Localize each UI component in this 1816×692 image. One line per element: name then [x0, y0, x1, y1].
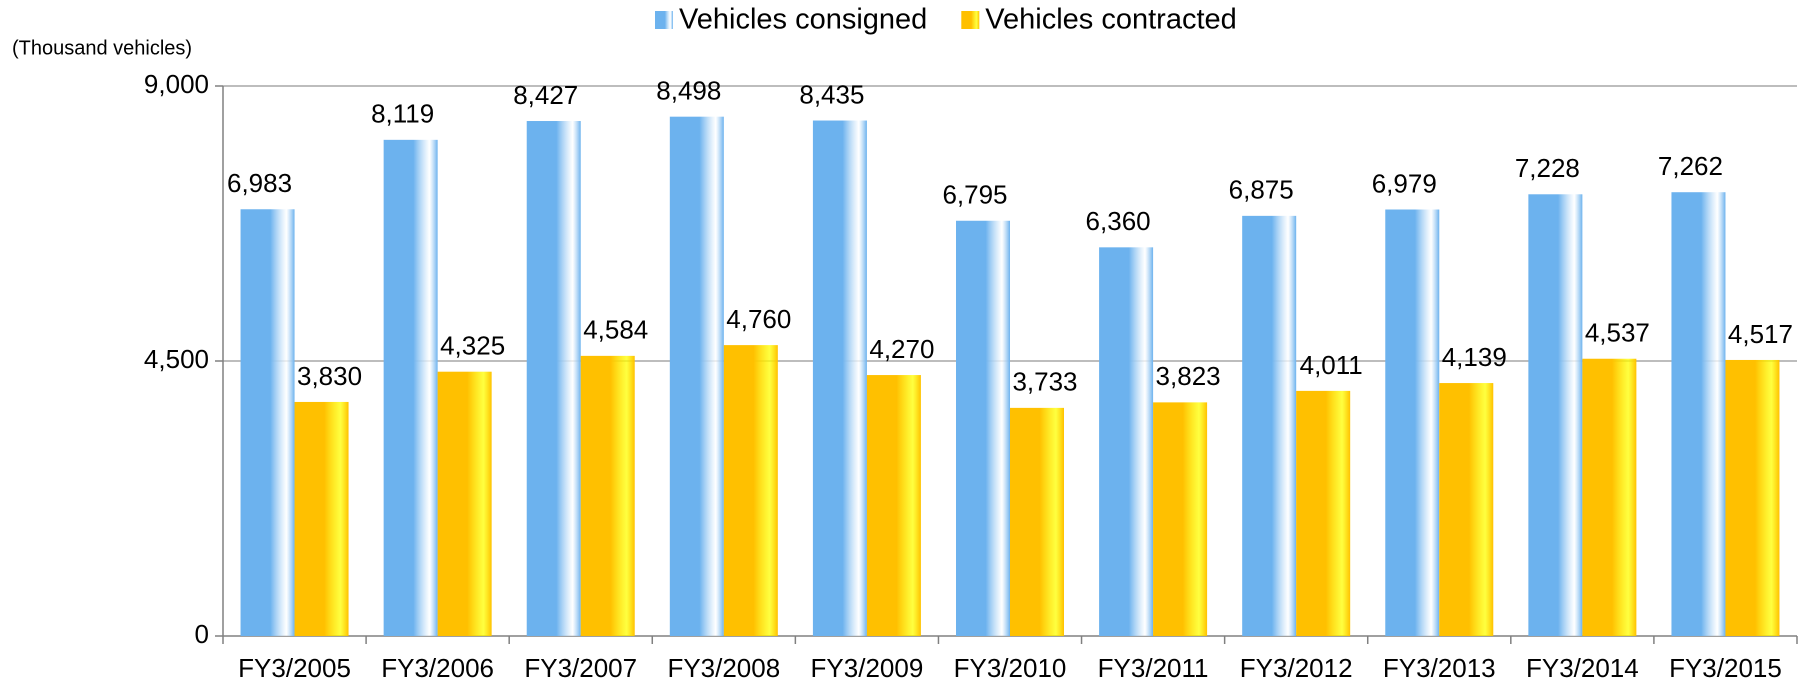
value-label: 8,427 — [513, 80, 578, 110]
value-label: 3,830 — [297, 361, 362, 391]
x-tick-label: FY3/2009 — [811, 653, 924, 683]
bar — [294, 401, 349, 636]
value-label: 4,537 — [1585, 318, 1650, 348]
legend-swatch — [655, 11, 673, 29]
value-label: 8,435 — [799, 79, 864, 109]
x-tick-label: FY3/2010 — [954, 653, 1067, 683]
bar — [812, 120, 867, 637]
bar — [1385, 209, 1440, 636]
bar — [526, 121, 581, 637]
bar — [669, 116, 724, 636]
x-tick-label: FY3/2005 — [238, 653, 351, 683]
bar — [1010, 407, 1064, 636]
bar — [1582, 358, 1637, 636]
bar — [1671, 192, 1726, 636]
y-tick-label: 4,500 — [144, 344, 209, 374]
value-label: 3,733 — [1012, 367, 1077, 397]
bar — [723, 345, 778, 636]
bar — [866, 375, 921, 636]
bar — [1153, 402, 1208, 636]
x-tick-label: FY3/2011 — [1098, 653, 1209, 683]
value-label: 8,119 — [371, 99, 434, 129]
x-tick-label: FY3/2006 — [381, 653, 494, 683]
bar — [956, 220, 1010, 636]
bar — [240, 209, 295, 636]
bar — [1725, 359, 1780, 636]
value-label: 4,139 — [1442, 342, 1507, 372]
x-tick-label: FY3/2012 — [1240, 653, 1353, 683]
value-label: 4,760 — [726, 304, 791, 334]
value-label: 4,325 — [440, 331, 505, 361]
x-tick-label: FY3/2007 — [524, 653, 637, 683]
bar — [1099, 247, 1154, 637]
x-tick-label: FY3/2015 — [1669, 653, 1782, 683]
value-label: 4,517 — [1728, 319, 1793, 349]
value-label: 8,498 — [656, 76, 721, 106]
bar — [1528, 194, 1583, 637]
x-tick-label: FY3/2008 — [667, 653, 780, 683]
value-label: 7,228 — [1515, 153, 1580, 183]
value-label: 4,011 — [1300, 350, 1363, 380]
bar — [383, 139, 438, 637]
x-tick-label: FY3/2014 — [1526, 653, 1639, 683]
value-label: 4,584 — [583, 315, 648, 345]
y-tick-label: 9,000 — [144, 69, 209, 99]
bar — [437, 371, 492, 636]
value-label: 6,983 — [227, 168, 292, 198]
legend-swatch — [961, 11, 980, 29]
value-label: 3,823 — [1156, 361, 1221, 391]
value-label: 6,360 — [1086, 206, 1151, 236]
value-label: 4,270 — [869, 334, 934, 364]
bar — [1242, 215, 1297, 636]
y-tick-label: 0 — [195, 619, 209, 649]
x-tick-label: FY3/2013 — [1383, 653, 1496, 683]
legend-label: Vehicles contracted — [985, 4, 1236, 36]
bar — [1439, 383, 1494, 636]
bar — [580, 355, 635, 636]
value-label: 6,795 — [942, 180, 1007, 210]
value-label: 6,875 — [1229, 175, 1294, 205]
value-label: 6,979 — [1372, 168, 1437, 198]
bar — [1296, 390, 1351, 636]
value-label: 7,262 — [1658, 151, 1723, 181]
y-axis-label: (Thousand vehicles) — [12, 37, 192, 59]
legend-label: Vehicles consigned — [679, 4, 927, 36]
